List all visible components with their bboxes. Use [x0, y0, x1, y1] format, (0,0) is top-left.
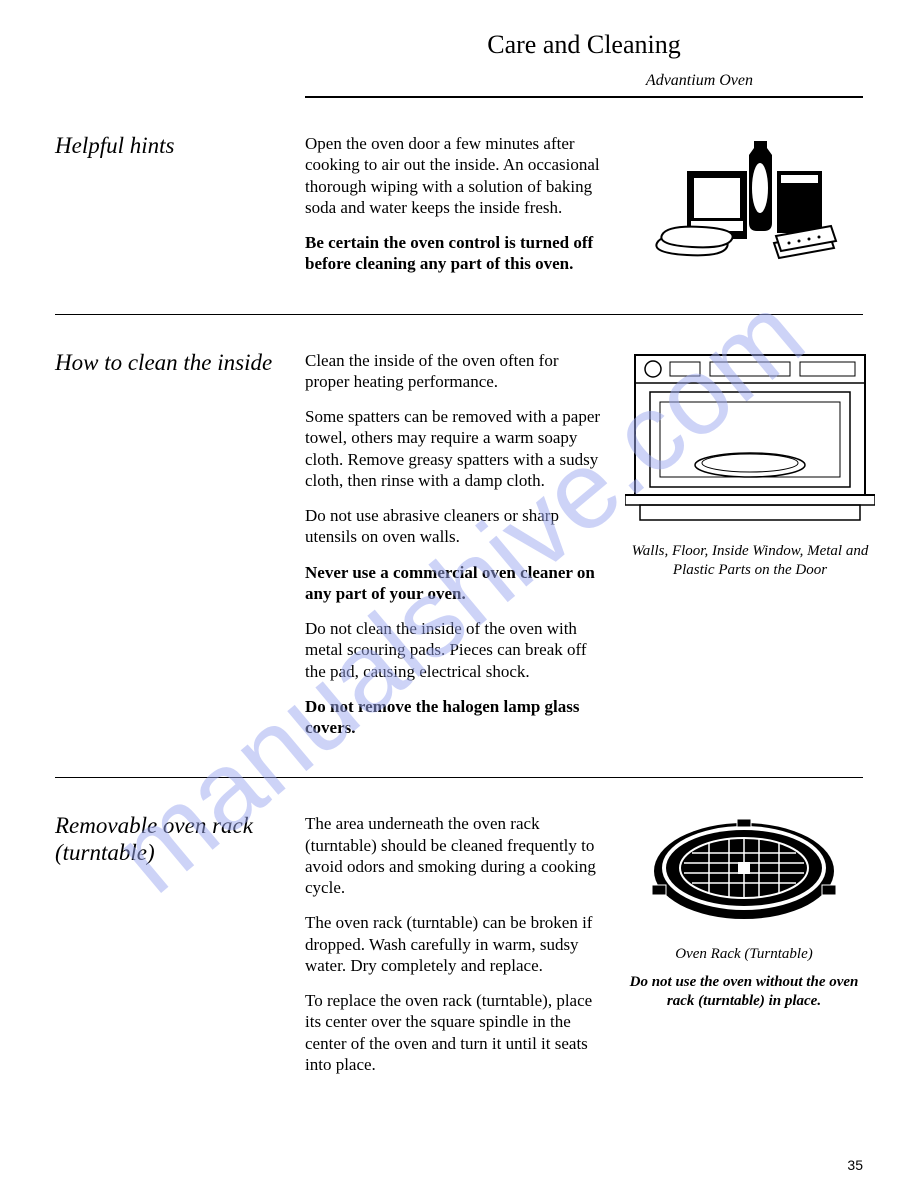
illustration-oven-front: Walls, Floor, Inside Window, Metal and P… [605, 350, 875, 753]
paragraph: Clean the inside of the oven often for p… [305, 350, 605, 393]
paragraph: Some spatters can be removed with a pape… [305, 406, 605, 491]
section-body: The area underneath the oven rack (turnt… [305, 813, 605, 1089]
paragraph: The area underneath the oven rack (turnt… [305, 813, 605, 898]
section-clean-inside: How to clean the inside Clean the inside… [55, 315, 863, 778]
section-body: Clean the inside of the oven often for p… [305, 350, 605, 753]
paragraph: The oven rack (turntable) can be broken … [305, 912, 605, 976]
section-body: Open the oven door a few minutes after c… [305, 133, 605, 289]
section-heading: Helpful hints [55, 133, 305, 289]
paragraph: Never use a commercial oven cleaner on a… [305, 562, 605, 605]
paragraph: To replace the oven rack (turntable), pl… [305, 990, 605, 1075]
section-heading: Removable oven rack (turntable) [55, 813, 305, 1089]
page-number: 35 [847, 1157, 863, 1173]
illustration-caption-warning: Do not use the oven without the oven rac… [625, 973, 863, 1012]
illustration-turntable: Oven Rack (Turntable) Do not use the ove… [605, 813, 863, 1089]
page-title: Care and Cleaning [305, 30, 863, 60]
illustration-caption: Walls, Floor, Inside Window, Metal and P… [625, 542, 875, 581]
paragraph: Do not clean the inside of the oven with… [305, 618, 605, 682]
section-helpful-hints: Helpful hints Open the oven door a few m… [55, 98, 863, 314]
illustration-cleaning-supplies [605, 133, 863, 289]
page-subtitle: Advantium Oven [305, 72, 863, 90]
section-turntable: Removable oven rack (turntable) The area… [55, 778, 863, 1114]
paragraph: Be certain the oven control is turned of… [305, 232, 605, 275]
page-header: Care and Cleaning Advantium Oven [305, 30, 863, 98]
paragraph: Do not remove the halogen lamp glass cov… [305, 696, 605, 739]
illustration-caption: Oven Rack (Turntable) [625, 945, 863, 965]
section-heading: How to clean the inside [55, 350, 305, 753]
paragraph: Do not use abrasive cleaners or sharp ut… [305, 505, 605, 548]
paragraph: Open the oven door a few minutes after c… [305, 133, 605, 218]
